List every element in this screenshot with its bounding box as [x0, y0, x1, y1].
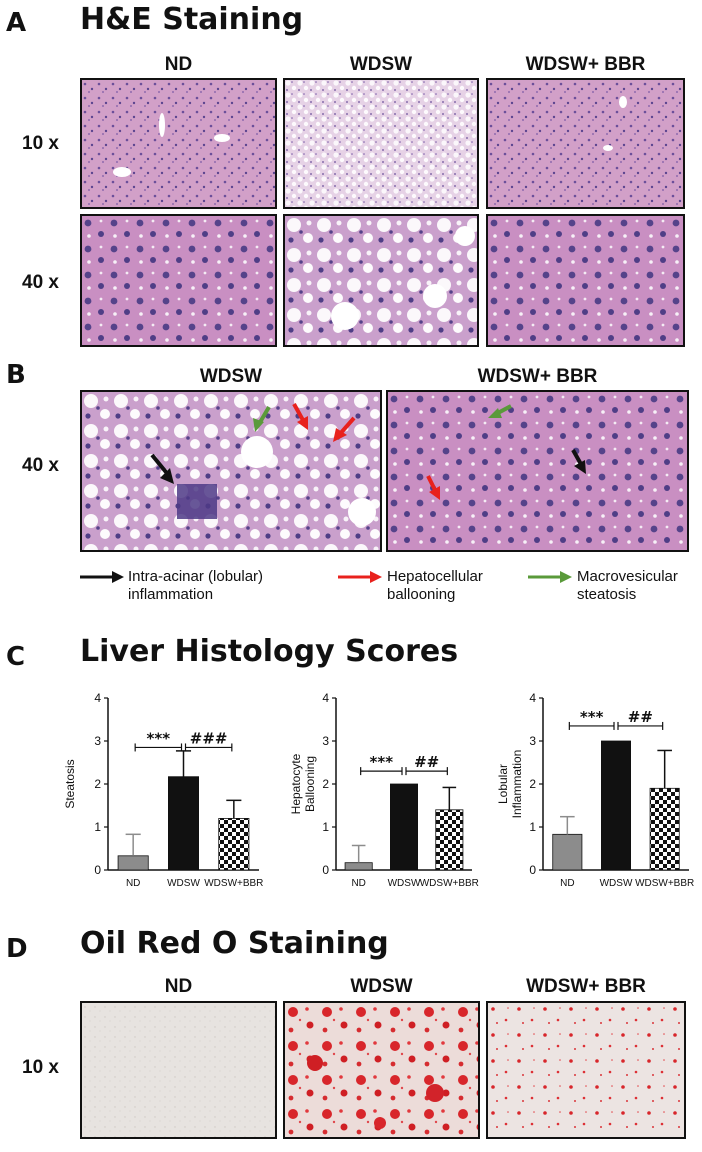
oil-red-wdsw-bbr-image: [486, 1001, 686, 1139]
y-tick-label: 1: [529, 820, 536, 834]
column-header-wdsw-bbr: WDSW+ BBR: [525, 54, 646, 75]
x-tick-label: WDSW: [600, 878, 633, 889]
column-header-d-wdsw-bbr: WDSW+ BBR: [526, 976, 646, 997]
x-tick-label: WDSW: [388, 878, 421, 889]
y-tick-label: 3: [94, 734, 101, 748]
bar-nd: [117, 855, 149, 871]
y-tick-label: 4: [322, 691, 329, 705]
green-arrow-icon: [528, 571, 572, 583]
he-40x-wdsw-bbr-image: [486, 214, 685, 347]
he-10x-wdsw-bbr-image: [486, 78, 685, 209]
y-tick-label: 4: [94, 691, 101, 705]
x-tick-label: ND: [560, 878, 574, 889]
y-tick-label: 3: [529, 734, 536, 748]
y-tick-label: 3: [322, 734, 329, 748]
he-40x-wdsw-image: [283, 214, 479, 347]
significance-label: ###: [190, 729, 228, 747]
column-header-b-wdsw: WDSW: [199, 366, 263, 387]
column-header-d-wdsw: WDSW: [350, 976, 413, 997]
he-40x-wdsw-bbr-annotated-image: [386, 390, 689, 552]
ballooning-chart: 0 1 2 3 4 HepatocyteBallooning ND WDSW WDSW+BBR *…: [288, 688, 479, 898]
x-tick-label: WDSW+BBR: [635, 878, 694, 889]
bar-wdsw: [168, 776, 200, 871]
column-header-nd: ND: [164, 54, 193, 75]
x-tick-label: WDSW+BBR: [204, 878, 263, 889]
panel-c-title: Liver Histology Scores: [80, 634, 459, 669]
bar-wdsw-bbr: [218, 817, 250, 871]
y-axis-label: HepatocyteBallooning: [289, 753, 317, 814]
row-label-b-40x: 40 x: [22, 455, 59, 476]
bar-nd: [344, 862, 373, 871]
x-tick-label: WDSW+BBR: [420, 878, 479, 889]
bar-wdsw: [601, 740, 632, 871]
row-label-d-10x: 10 x: [22, 1057, 59, 1078]
panel-a-letter: A: [6, 8, 27, 38]
panel-b-letter: B: [6, 360, 26, 390]
y-tick-label: 1: [322, 820, 329, 834]
row-label-10x: 10 x: [22, 133, 59, 154]
significance-label: ***: [147, 729, 171, 747]
oil-red-nd-image: [80, 1001, 277, 1139]
column-header-wdsw: WDSW: [349, 54, 413, 75]
he-10x-wdsw-image: [283, 78, 479, 209]
he-10x-nd-image: [80, 78, 277, 209]
significance-label: ##: [628, 708, 653, 726]
panel-d-title: Oil Red O Staining: [80, 926, 389, 961]
y-tick-label: 0: [529, 863, 536, 877]
y-tick-label: 2: [322, 777, 329, 791]
y-tick-label: 2: [94, 777, 101, 791]
inflammation-chart: 0 1 2 3 4 LobularInflammation ND WDSW WDSW+BBR **…: [495, 688, 695, 898]
significance-label: ***: [370, 753, 394, 771]
panel-d-letter: D: [6, 934, 28, 964]
row-label-40x: 40 x: [22, 272, 59, 293]
oil-red-wdsw-image: [283, 1001, 480, 1139]
he-40x-wdsw-annotated-image: [80, 390, 382, 552]
x-tick-label: ND: [126, 878, 140, 889]
bar-wdsw-bbr: [435, 809, 464, 871]
panel-c-letter: C: [6, 642, 26, 672]
bar-wdsw: [390, 783, 419, 871]
x-tick-label: WDSW: [167, 878, 200, 889]
he-40x-nd-image: [80, 214, 277, 347]
y-axis-label: Steatosis: [63, 759, 77, 808]
y-tick-label: 2: [529, 777, 536, 791]
y-tick-label: 1: [94, 820, 101, 834]
significance-label: ***: [580, 708, 604, 726]
column-header-b-wdsw-bbr: WDSW+ BBR: [477, 366, 598, 387]
significance-label: ##: [414, 753, 439, 771]
y-tick-label: 4: [529, 691, 536, 705]
legend-item-ballooning: Hepatocellular ballooning: [387, 568, 483, 603]
black-arrow-icon: [80, 571, 124, 583]
y-axis-label: LobularInflammation: [496, 750, 524, 819]
arrow-legend: Intra-acinar (lobular) inflammation Hepa…: [80, 568, 690, 612]
y-tick-label: 0: [322, 863, 329, 877]
legend-item-inflammation: Intra-acinar (lobular) inflammation: [128, 568, 264, 603]
legend-item-steatosis: Macrovesicular steatosis: [577, 568, 678, 603]
bar-nd: [552, 833, 583, 871]
panel-a-title: H&E Staining: [80, 2, 304, 37]
column-header-d-nd: ND: [164, 976, 193, 997]
bar-wdsw-bbr: [649, 787, 680, 871]
steatosis-chart: 0 1 2 3 4 Steatosis ND WDSW WDSW+BBR *** ###: [60, 688, 265, 898]
y-tick-label: 0: [94, 863, 101, 877]
red-arrow-icon: [338, 571, 382, 583]
x-tick-label: ND: [351, 878, 365, 889]
